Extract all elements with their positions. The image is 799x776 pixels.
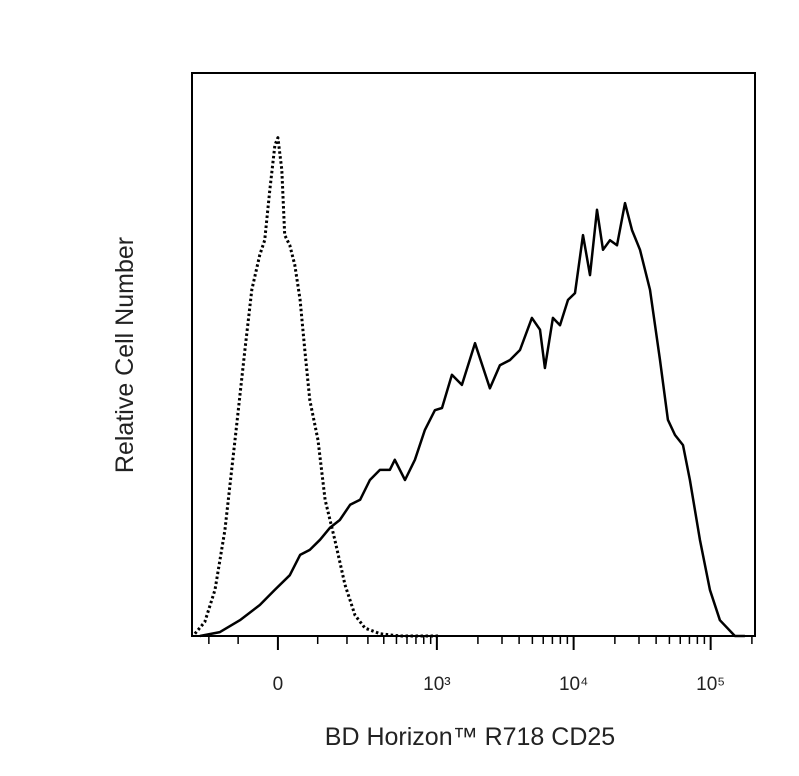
x-axis-label: BD Horizon™ R718 CD25 — [325, 723, 615, 751]
y-axis-label: Relative Cell Number — [111, 237, 139, 473]
x-tick-label: 10⁵ — [696, 674, 725, 695]
histogram-line — [199, 201, 745, 638]
x-tick-label: 10⁴ — [559, 674, 588, 695]
histogram-line — [193, 136, 440, 638]
x-tick-label: 0 — [273, 674, 284, 695]
plot-frame — [191, 72, 756, 637]
x-tick-label: 10³ — [423, 674, 450, 695]
